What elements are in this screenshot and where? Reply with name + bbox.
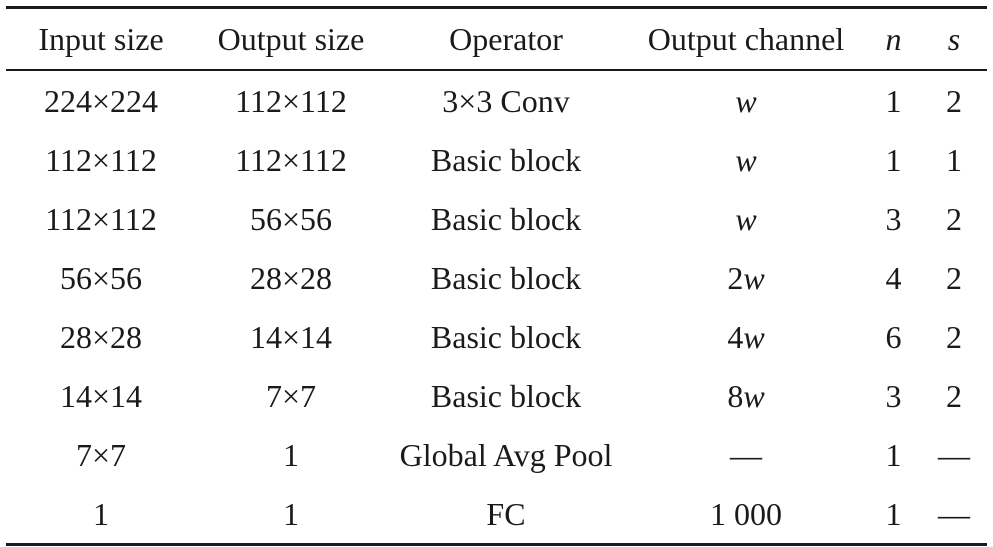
channel-multiplier: 1 000 <box>710 495 782 532</box>
header-n: n <box>885 21 902 57</box>
cell-s: — <box>938 436 970 473</box>
cell-output-channel: 4w <box>626 307 866 366</box>
table-row: 56×56 28×28 Basic block 2w 4 2 <box>6 248 987 307</box>
header-s: s <box>947 21 961 57</box>
cell-input-size: 1 <box>93 495 109 532</box>
header-output-channel: Output channel <box>647 21 845 57</box>
table-row: 224×224 112×112 3×3 Conv w 1 2 <box>6 70 987 130</box>
cell-s: 2 <box>946 377 962 414</box>
header-input-size: Input size <box>38 21 164 57</box>
cell-output-channel: 2w <box>626 248 866 307</box>
header-row: Input size Output size Operator Output c… <box>6 7 987 70</box>
table-row: 1 1 FC 1 000 1 — <box>6 484 987 545</box>
architecture-table-container: Input size Output size Operator Output c… <box>6 6 987 546</box>
cell-output-channel: 8w <box>626 366 866 425</box>
cell-operator: Basic block <box>430 200 582 237</box>
cell-operator: Basic block <box>430 318 582 355</box>
channel-variable: w <box>735 82 757 119</box>
channel-variable: w <box>743 377 765 414</box>
cell-output-channel: w <box>626 130 866 189</box>
cell-input-size: 7×7 <box>75 436 127 473</box>
header-operator: Operator <box>449 21 563 57</box>
channel-multiplier: 4 <box>727 318 744 355</box>
cell-output-channel: w <box>626 189 866 248</box>
cell-input-size: 112×112 <box>45 200 157 237</box>
header-output-size: Output size <box>217 21 365 57</box>
cell-output-channel: — <box>626 425 866 484</box>
cell-operator: Basic block <box>430 377 582 414</box>
cell-output-channel: 1 000 <box>626 484 866 545</box>
table-row: 7×7 1 Global Avg Pool — 1 — <box>6 425 987 484</box>
table-row: 28×28 14×14 Basic block 4w 6 2 <box>6 307 987 366</box>
cell-n: 1 <box>885 495 902 532</box>
cell-n: 1 <box>885 141 902 178</box>
channel-variable: w <box>735 141 757 178</box>
channel-multiplier: — <box>730 436 762 473</box>
cell-output-size: 112×112 <box>235 82 347 119</box>
cell-s: 2 <box>946 318 962 355</box>
channel-variable: w <box>735 200 757 237</box>
channel-multiplier: 8 <box>727 377 744 414</box>
table-row: 112×112 112×112 Basic block w 1 1 <box>6 130 987 189</box>
cell-output-size: 56×56 <box>249 200 333 237</box>
cell-s: 2 <box>946 82 962 119</box>
cell-n: 6 <box>885 318 902 355</box>
cell-output-channel: w <box>626 70 866 130</box>
cell-s: — <box>938 495 970 532</box>
table-row: 14×14 7×7 Basic block 8w 3 2 <box>6 366 987 425</box>
cell-output-size: 14×14 <box>249 318 333 355</box>
table-header: Input size Output size Operator Output c… <box>6 7 987 70</box>
cell-operator: 3×3 Conv <box>442 82 570 119</box>
cell-operator: Global Avg Pool <box>399 436 613 473</box>
cell-output-size: 28×28 <box>249 259 333 296</box>
cell-output-size: 1 <box>283 436 299 473</box>
cell-input-size: 14×14 <box>59 377 143 414</box>
cell-output-size: 112×112 <box>235 141 347 178</box>
cell-operator: Basic block <box>430 259 582 296</box>
cell-input-size: 224×224 <box>43 82 159 119</box>
cell-n: 4 <box>885 259 902 296</box>
table-row: 112×112 56×56 Basic block w 3 2 <box>6 189 987 248</box>
cell-s: 2 <box>946 259 962 296</box>
cell-n: 1 <box>885 436 902 473</box>
cell-input-size: 112×112 <box>45 141 157 178</box>
channel-variable: w <box>743 318 765 355</box>
cell-operator: FC <box>486 495 526 532</box>
cell-n: 3 <box>885 200 902 237</box>
cell-output-size: 7×7 <box>265 377 317 414</box>
channel-variable: w <box>743 259 765 296</box>
cell-n: 1 <box>885 82 902 119</box>
cell-operator: Basic block <box>430 141 582 178</box>
cell-output-size: 1 <box>283 495 299 532</box>
cell-input-size: 56×56 <box>59 259 143 296</box>
table-body: 224×224 112×112 3×3 Conv w 1 2 112×112 112×112 B… <box>6 70 987 545</box>
architecture-table: Input size Output size Operator Output c… <box>6 6 987 546</box>
cell-s: 1 <box>946 141 962 178</box>
channel-multiplier: 2 <box>727 259 744 296</box>
cell-s: 2 <box>946 200 962 237</box>
cell-input-size: 28×28 <box>59 318 143 355</box>
cell-n: 3 <box>885 377 902 414</box>
